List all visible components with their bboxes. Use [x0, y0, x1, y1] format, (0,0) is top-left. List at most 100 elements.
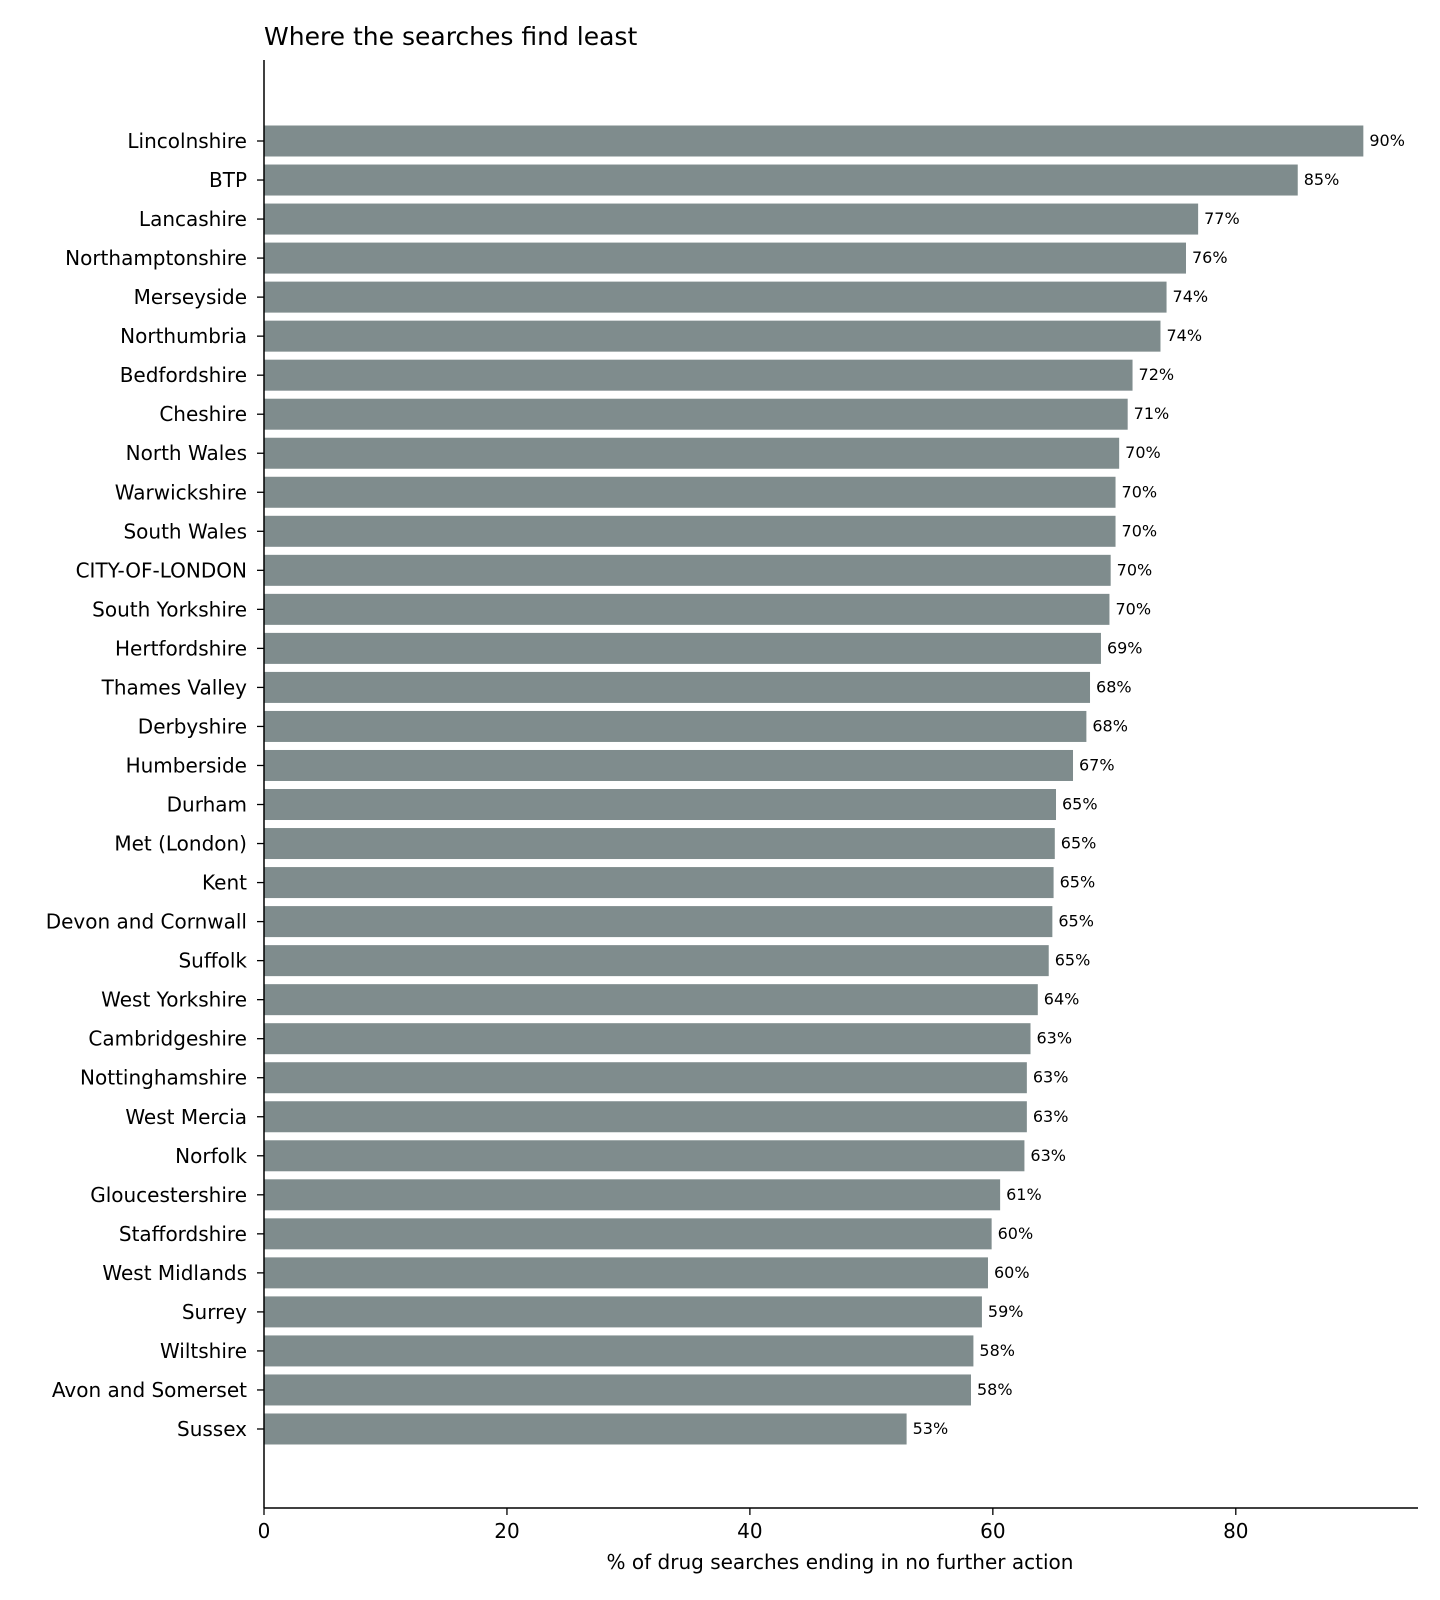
- x-tick-label: 0: [258, 1519, 271, 1543]
- category-label: West Yorkshire: [101, 988, 247, 1012]
- bar: [264, 437, 1120, 469]
- category-label: Derbyshire: [138, 714, 247, 738]
- x-axis-label: % of drug searches ending in no further …: [607, 1550, 1074, 1574]
- bar: [264, 398, 1128, 430]
- bar: [264, 554, 1111, 586]
- category-label: Wiltshire: [160, 1339, 247, 1363]
- data-label: 65%: [1061, 834, 1097, 853]
- category-label: South Wales: [123, 519, 247, 543]
- category-label: Staffordshire: [119, 1222, 247, 1246]
- data-label: 53%: [913, 1419, 949, 1438]
- data-label: 61%: [1006, 1185, 1042, 1204]
- data-label: 70%: [1115, 599, 1151, 618]
- category-label: Durham: [167, 793, 247, 817]
- bar: [264, 749, 1074, 781]
- bar: [264, 1335, 974, 1367]
- chart-title: Where the searches find least: [264, 22, 637, 51]
- bar: [264, 632, 1101, 664]
- data-label: 74%: [1166, 326, 1202, 345]
- category-label: BTP: [209, 168, 247, 192]
- data-label: 77%: [1204, 209, 1240, 228]
- x-tick-label: 80: [1223, 1519, 1248, 1543]
- axes: 0 20 40 60 80: [257, 60, 1418, 1543]
- category-label: Thames Valley: [101, 675, 248, 699]
- category-labels: Lincolnshire BTP Lancashire Northamptonshir…: [46, 129, 248, 1441]
- bar: [264, 1374, 971, 1406]
- data-label: 70%: [1117, 560, 1153, 579]
- bar: [264, 1179, 1001, 1211]
- category-label: Suffolk: [178, 949, 247, 973]
- bar: [264, 476, 1116, 508]
- bar: [264, 1140, 1025, 1172]
- data-label: 60%: [994, 1263, 1030, 1282]
- bars-layer: [264, 125, 1364, 1445]
- data-label: 63%: [1030, 1146, 1066, 1165]
- category-label: Cheshire: [159, 402, 247, 426]
- category-label: Surrey: [182, 1300, 247, 1324]
- data-label: 69%: [1107, 638, 1143, 657]
- category-label: CITY-OF-LONDON: [76, 558, 247, 582]
- bar: [264, 1062, 1027, 1094]
- category-label: Lincolnshire: [127, 129, 247, 153]
- category-label: Met (London): [114, 832, 247, 856]
- bar: [264, 1296, 982, 1328]
- data-label: 59%: [988, 1302, 1024, 1321]
- bar: [264, 1023, 1031, 1055]
- bar: [264, 359, 1133, 391]
- bar: [264, 593, 1110, 625]
- bar: [264, 242, 1186, 274]
- x-tick-label: 60: [980, 1519, 1005, 1543]
- data-label: 72%: [1139, 365, 1175, 384]
- bar: [264, 867, 1054, 899]
- bar: [264, 1257, 988, 1289]
- category-label: Northamptonshire: [65, 246, 247, 270]
- category-label: Avon and Somerset: [52, 1378, 247, 1402]
- bar: [264, 1101, 1027, 1133]
- category-label: Cambridgeshire: [88, 1027, 247, 1051]
- data-label: 70%: [1125, 443, 1161, 462]
- value-labels: 90% 85% 77% 76% 74% 74% 72% 71% 70% 70% 70% 70% 70% 6…: [913, 131, 1405, 1438]
- category-label: Gloucestershire: [90, 1183, 247, 1207]
- category-label: Lancashire: [139, 207, 247, 231]
- data-label: 63%: [1033, 1068, 1069, 1087]
- category-label: Kent: [202, 871, 247, 895]
- data-label: 68%: [1096, 677, 1132, 696]
- category-label: Warwickshire: [115, 480, 247, 504]
- bar: [264, 1413, 907, 1445]
- data-label: 85%: [1304, 170, 1340, 189]
- bar: [264, 671, 1091, 703]
- category-label: Northumbria: [120, 324, 247, 348]
- bar: [264, 1218, 992, 1250]
- bar: [264, 281, 1167, 313]
- bar: [264, 828, 1055, 860]
- data-label: 58%: [977, 1380, 1013, 1399]
- category-label: North Wales: [126, 441, 247, 465]
- data-label: 63%: [1033, 1107, 1069, 1126]
- data-label: 63%: [1037, 1029, 1073, 1048]
- data-label: 64%: [1044, 990, 1080, 1009]
- data-label: 90%: [1369, 131, 1405, 150]
- category-label: Bedfordshire: [120, 363, 247, 387]
- bar: [264, 125, 1364, 157]
- category-label: Sussex: [177, 1417, 247, 1441]
- bar: [264, 515, 1116, 547]
- data-label: 65%: [1060, 873, 1096, 892]
- data-label: 65%: [1058, 912, 1094, 931]
- bar: [264, 320, 1161, 352]
- data-label: 70%: [1122, 521, 1158, 540]
- data-label: 65%: [1055, 951, 1091, 970]
- bar: [264, 984, 1038, 1016]
- bar: [264, 789, 1057, 821]
- data-label: 76%: [1192, 248, 1228, 267]
- category-label: West Mercia: [125, 1105, 247, 1129]
- category-label: Hertfordshire: [115, 636, 247, 660]
- bar: [264, 906, 1053, 938]
- category-label: Merseyside: [134, 285, 247, 309]
- category-label: West Midlands: [102, 1261, 247, 1285]
- data-label: 58%: [979, 1341, 1015, 1360]
- category-label: South Yorkshire: [92, 597, 247, 621]
- data-label: 74%: [1173, 287, 1209, 306]
- data-label: 65%: [1062, 795, 1098, 814]
